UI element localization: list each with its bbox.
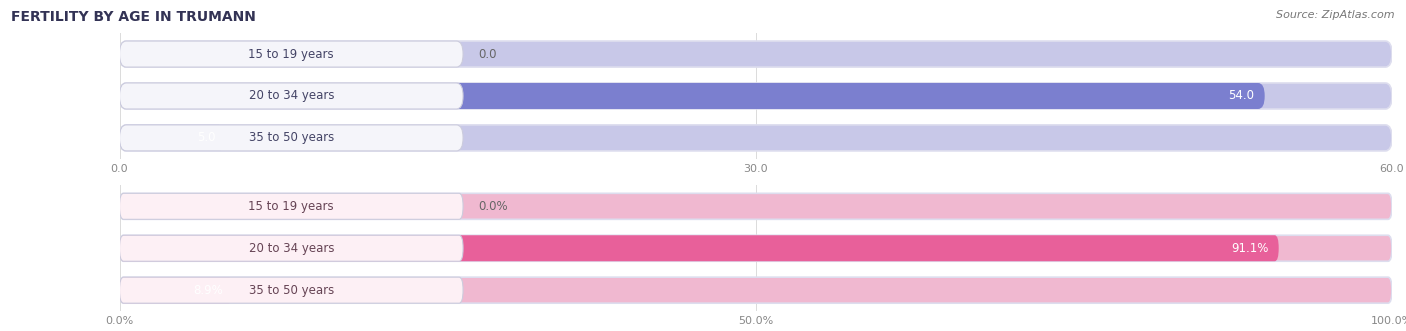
- FancyBboxPatch shape: [120, 125, 225, 151]
- Text: FERTILITY BY AGE IN TRUMANN: FERTILITY BY AGE IN TRUMANN: [11, 10, 256, 24]
- Text: 35 to 50 years: 35 to 50 years: [249, 284, 333, 297]
- FancyBboxPatch shape: [120, 277, 233, 303]
- FancyBboxPatch shape: [120, 125, 463, 151]
- FancyBboxPatch shape: [120, 235, 1392, 261]
- Text: 0.0: 0.0: [478, 48, 496, 61]
- Text: 0.0%: 0.0%: [478, 200, 508, 213]
- FancyBboxPatch shape: [120, 235, 1278, 261]
- Text: 91.1%: 91.1%: [1232, 242, 1268, 255]
- FancyBboxPatch shape: [120, 41, 1392, 67]
- FancyBboxPatch shape: [120, 125, 1392, 151]
- Text: 5.0: 5.0: [197, 131, 215, 144]
- Text: 15 to 19 years: 15 to 19 years: [249, 48, 335, 61]
- FancyBboxPatch shape: [120, 277, 1392, 303]
- FancyBboxPatch shape: [120, 83, 1265, 109]
- FancyBboxPatch shape: [120, 193, 1392, 219]
- Text: 20 to 34 years: 20 to 34 years: [249, 242, 335, 255]
- FancyBboxPatch shape: [120, 277, 463, 303]
- Text: 15 to 19 years: 15 to 19 years: [249, 200, 335, 213]
- Text: 54.0: 54.0: [1229, 89, 1254, 103]
- FancyBboxPatch shape: [120, 83, 1392, 109]
- Text: 8.9%: 8.9%: [193, 284, 222, 297]
- FancyBboxPatch shape: [120, 41, 463, 67]
- Text: 35 to 50 years: 35 to 50 years: [249, 131, 333, 144]
- FancyBboxPatch shape: [120, 235, 463, 261]
- Text: Source: ZipAtlas.com: Source: ZipAtlas.com: [1277, 10, 1395, 20]
- FancyBboxPatch shape: [120, 83, 463, 109]
- FancyBboxPatch shape: [120, 193, 463, 219]
- Text: 20 to 34 years: 20 to 34 years: [249, 89, 335, 103]
